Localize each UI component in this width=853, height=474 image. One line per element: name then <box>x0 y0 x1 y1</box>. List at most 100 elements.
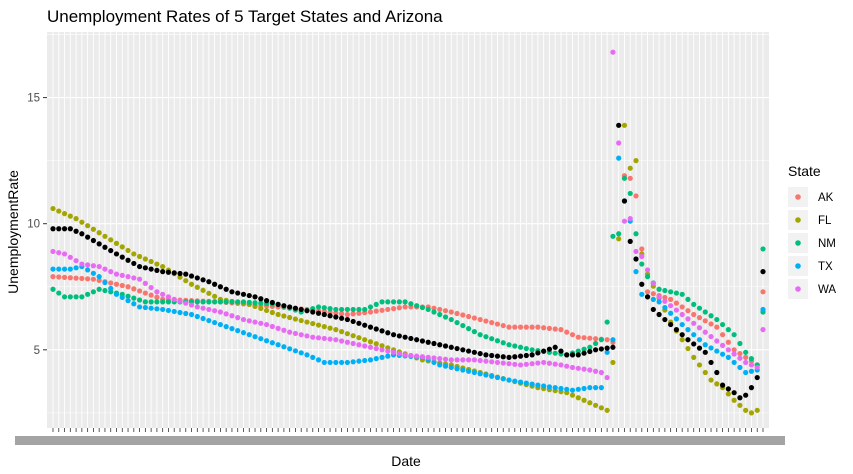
data-point <box>668 289 674 295</box>
data-point <box>558 327 564 333</box>
data-point <box>702 369 708 376</box>
data-point <box>125 284 131 290</box>
data-point <box>206 317 212 324</box>
data-point <box>679 321 685 328</box>
data-point <box>748 362 755 368</box>
data-point <box>362 337 368 343</box>
data-point <box>235 299 241 305</box>
data-point <box>598 369 604 376</box>
data-point <box>691 354 697 360</box>
data-point <box>160 263 166 270</box>
data-point <box>466 313 472 320</box>
data-point <box>460 367 466 373</box>
data-point <box>656 286 662 292</box>
data-point <box>142 280 148 286</box>
legend-key <box>795 286 801 292</box>
data-point <box>61 226 68 232</box>
data-point <box>188 273 195 279</box>
data-point <box>333 359 339 366</box>
data-point <box>714 338 720 344</box>
data-point <box>304 308 310 314</box>
data-point <box>154 299 160 305</box>
data-point <box>593 385 599 391</box>
data-point <box>696 325 703 331</box>
data-point <box>362 357 368 364</box>
data-point <box>737 355 743 361</box>
data-point <box>633 158 639 164</box>
data-point <box>263 298 270 304</box>
data-point <box>725 347 731 353</box>
data-point <box>85 276 91 282</box>
data-point <box>685 308 691 314</box>
data-point <box>517 362 524 368</box>
data-point <box>748 368 755 374</box>
data-point <box>240 299 247 305</box>
data-point <box>546 384 553 390</box>
data-point <box>188 302 195 308</box>
data-point <box>160 269 166 275</box>
data-point <box>460 322 466 329</box>
data-point <box>356 310 362 316</box>
data-point <box>200 305 206 311</box>
data-point <box>212 319 218 326</box>
data-point <box>696 345 703 351</box>
data-point <box>212 281 218 287</box>
data-point <box>229 299 235 305</box>
data-point <box>125 293 131 299</box>
data-point <box>240 316 247 323</box>
data-point <box>471 349 477 355</box>
data-point <box>177 274 183 280</box>
data-point <box>344 359 350 366</box>
data-point <box>627 216 633 222</box>
data-point <box>673 307 680 313</box>
data-point <box>350 340 356 347</box>
data-point <box>506 377 512 383</box>
data-point <box>356 358 362 364</box>
data-point <box>373 341 379 347</box>
data-point <box>581 335 587 341</box>
data-point <box>200 277 206 283</box>
data-point <box>731 390 737 396</box>
data-point <box>737 340 743 347</box>
data-point <box>154 261 160 267</box>
data-point <box>339 359 345 366</box>
data-point <box>656 311 662 318</box>
data-point <box>373 326 379 332</box>
data-point <box>310 320 316 327</box>
legend-title: State <box>788 163 821 179</box>
data-point <box>275 311 281 318</box>
data-point <box>125 274 131 280</box>
data-point <box>494 338 501 344</box>
data-point <box>431 359 437 366</box>
data-point <box>390 349 397 355</box>
data-point <box>639 281 645 287</box>
data-point <box>696 305 703 311</box>
data-point <box>702 329 708 335</box>
data-point <box>564 352 570 358</box>
data-point <box>206 290 212 296</box>
data-point <box>125 257 131 263</box>
data-point <box>610 344 616 350</box>
data-point <box>90 237 97 244</box>
data-point <box>108 269 114 275</box>
data-point <box>263 338 270 344</box>
data-point <box>685 316 691 322</box>
data-point <box>575 348 581 354</box>
data-point <box>292 330 299 337</box>
data-point <box>558 348 564 354</box>
data-point <box>685 296 691 302</box>
data-point <box>541 348 547 354</box>
data-point <box>96 277 102 284</box>
data-point <box>668 296 674 302</box>
data-point <box>125 247 131 254</box>
data-point <box>575 352 581 358</box>
data-point <box>194 299 200 305</box>
data-point <box>454 319 460 326</box>
data-point <box>546 346 553 352</box>
data-point <box>379 307 385 313</box>
data-point <box>552 350 558 356</box>
data-point <box>171 308 177 315</box>
data-point <box>425 339 431 345</box>
data-point <box>517 353 524 359</box>
